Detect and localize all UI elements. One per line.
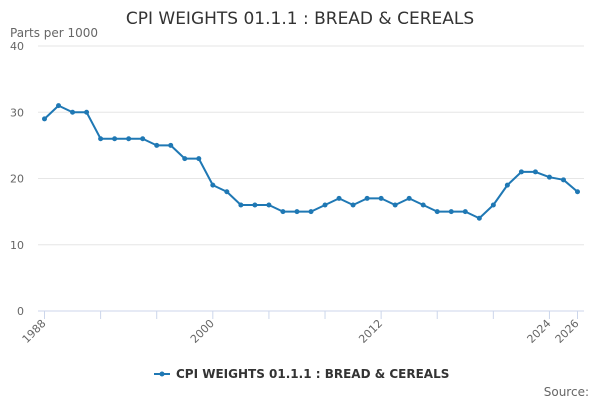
data-point[interactable] — [168, 142, 174, 148]
y-axis-label: Parts per 1000 — [10, 26, 98, 40]
legend-marker — [159, 371, 165, 377]
data-point[interactable] — [518, 169, 524, 175]
data-point[interactable] — [154, 142, 160, 148]
x-tick-label: 2000 — [188, 317, 217, 346]
legend-label[interactable]: CPI WEIGHTS 01.1.1 : BREAD & CEREALS — [176, 367, 449, 381]
x-tick-label: 2026 — [553, 317, 582, 346]
y-axis-ticks: 0 10 20 30 40 — [10, 40, 24, 318]
data-point[interactable] — [364, 195, 370, 201]
x-tick-label: 2012 — [356, 317, 385, 346]
x-axis: 1988 2000 2012 2024 2026 — [20, 310, 584, 346]
y-tick-label: 0 — [17, 305, 24, 318]
data-point[interactable] — [308, 209, 314, 215]
data-point[interactable] — [210, 182, 216, 188]
data-point[interactable] — [378, 195, 384, 201]
data-point[interactable] — [196, 156, 202, 162]
y-tick-label: 40 — [10, 40, 24, 53]
data-point[interactable] — [182, 156, 188, 162]
data-point[interactable] — [532, 169, 538, 175]
data-point[interactable] — [434, 209, 440, 215]
chart-title: CPI WEIGHTS 01.1.1 : BREAD & CEREALS — [126, 9, 474, 29]
x-tick-label: 2024 — [525, 317, 554, 346]
data-point[interactable] — [294, 209, 300, 215]
y-tick-label: 10 — [10, 239, 24, 252]
series-layer — [42, 103, 580, 221]
data-point[interactable] — [546, 174, 552, 180]
data-point[interactable] — [392, 202, 398, 208]
data-point[interactable] — [140, 136, 146, 142]
data-point[interactable] — [252, 202, 258, 208]
data-point[interactable] — [462, 209, 468, 215]
data-point[interactable] — [112, 136, 118, 142]
data-point[interactable] — [56, 103, 62, 109]
data-point[interactable] — [238, 202, 244, 208]
data-point[interactable] — [280, 209, 286, 215]
data-point[interactable] — [98, 136, 104, 142]
data-point[interactable] — [336, 195, 342, 201]
data-point[interactable] — [575, 189, 580, 195]
data-point[interactable] — [322, 202, 328, 208]
data-point[interactable] — [266, 202, 272, 208]
y-tick-label: 30 — [10, 106, 24, 119]
data-point[interactable] — [406, 195, 412, 201]
data-point[interactable] — [420, 202, 426, 208]
data-point[interactable] — [476, 215, 482, 221]
data-point[interactable] — [448, 209, 454, 215]
data-point[interactable] — [350, 202, 356, 208]
source-label: Source: — [544, 385, 589, 399]
data-point[interactable] — [504, 182, 510, 188]
data-point[interactable] — [84, 109, 90, 115]
data-point[interactable] — [560, 177, 566, 183]
gridlines — [38, 45, 584, 246]
data-point[interactable] — [126, 136, 132, 142]
x-tick-label: 1988 — [20, 317, 49, 346]
data-point[interactable] — [42, 116, 47, 122]
data-point[interactable] — [224, 189, 230, 195]
data-point[interactable] — [70, 109, 76, 115]
data-point[interactable] — [490, 202, 496, 208]
series-line — [43, 104, 579, 220]
legend[interactable]: CPI WEIGHTS 01.1.1 : BREAD & CEREALS — [154, 367, 449, 381]
y-tick-label: 20 — [10, 173, 24, 186]
